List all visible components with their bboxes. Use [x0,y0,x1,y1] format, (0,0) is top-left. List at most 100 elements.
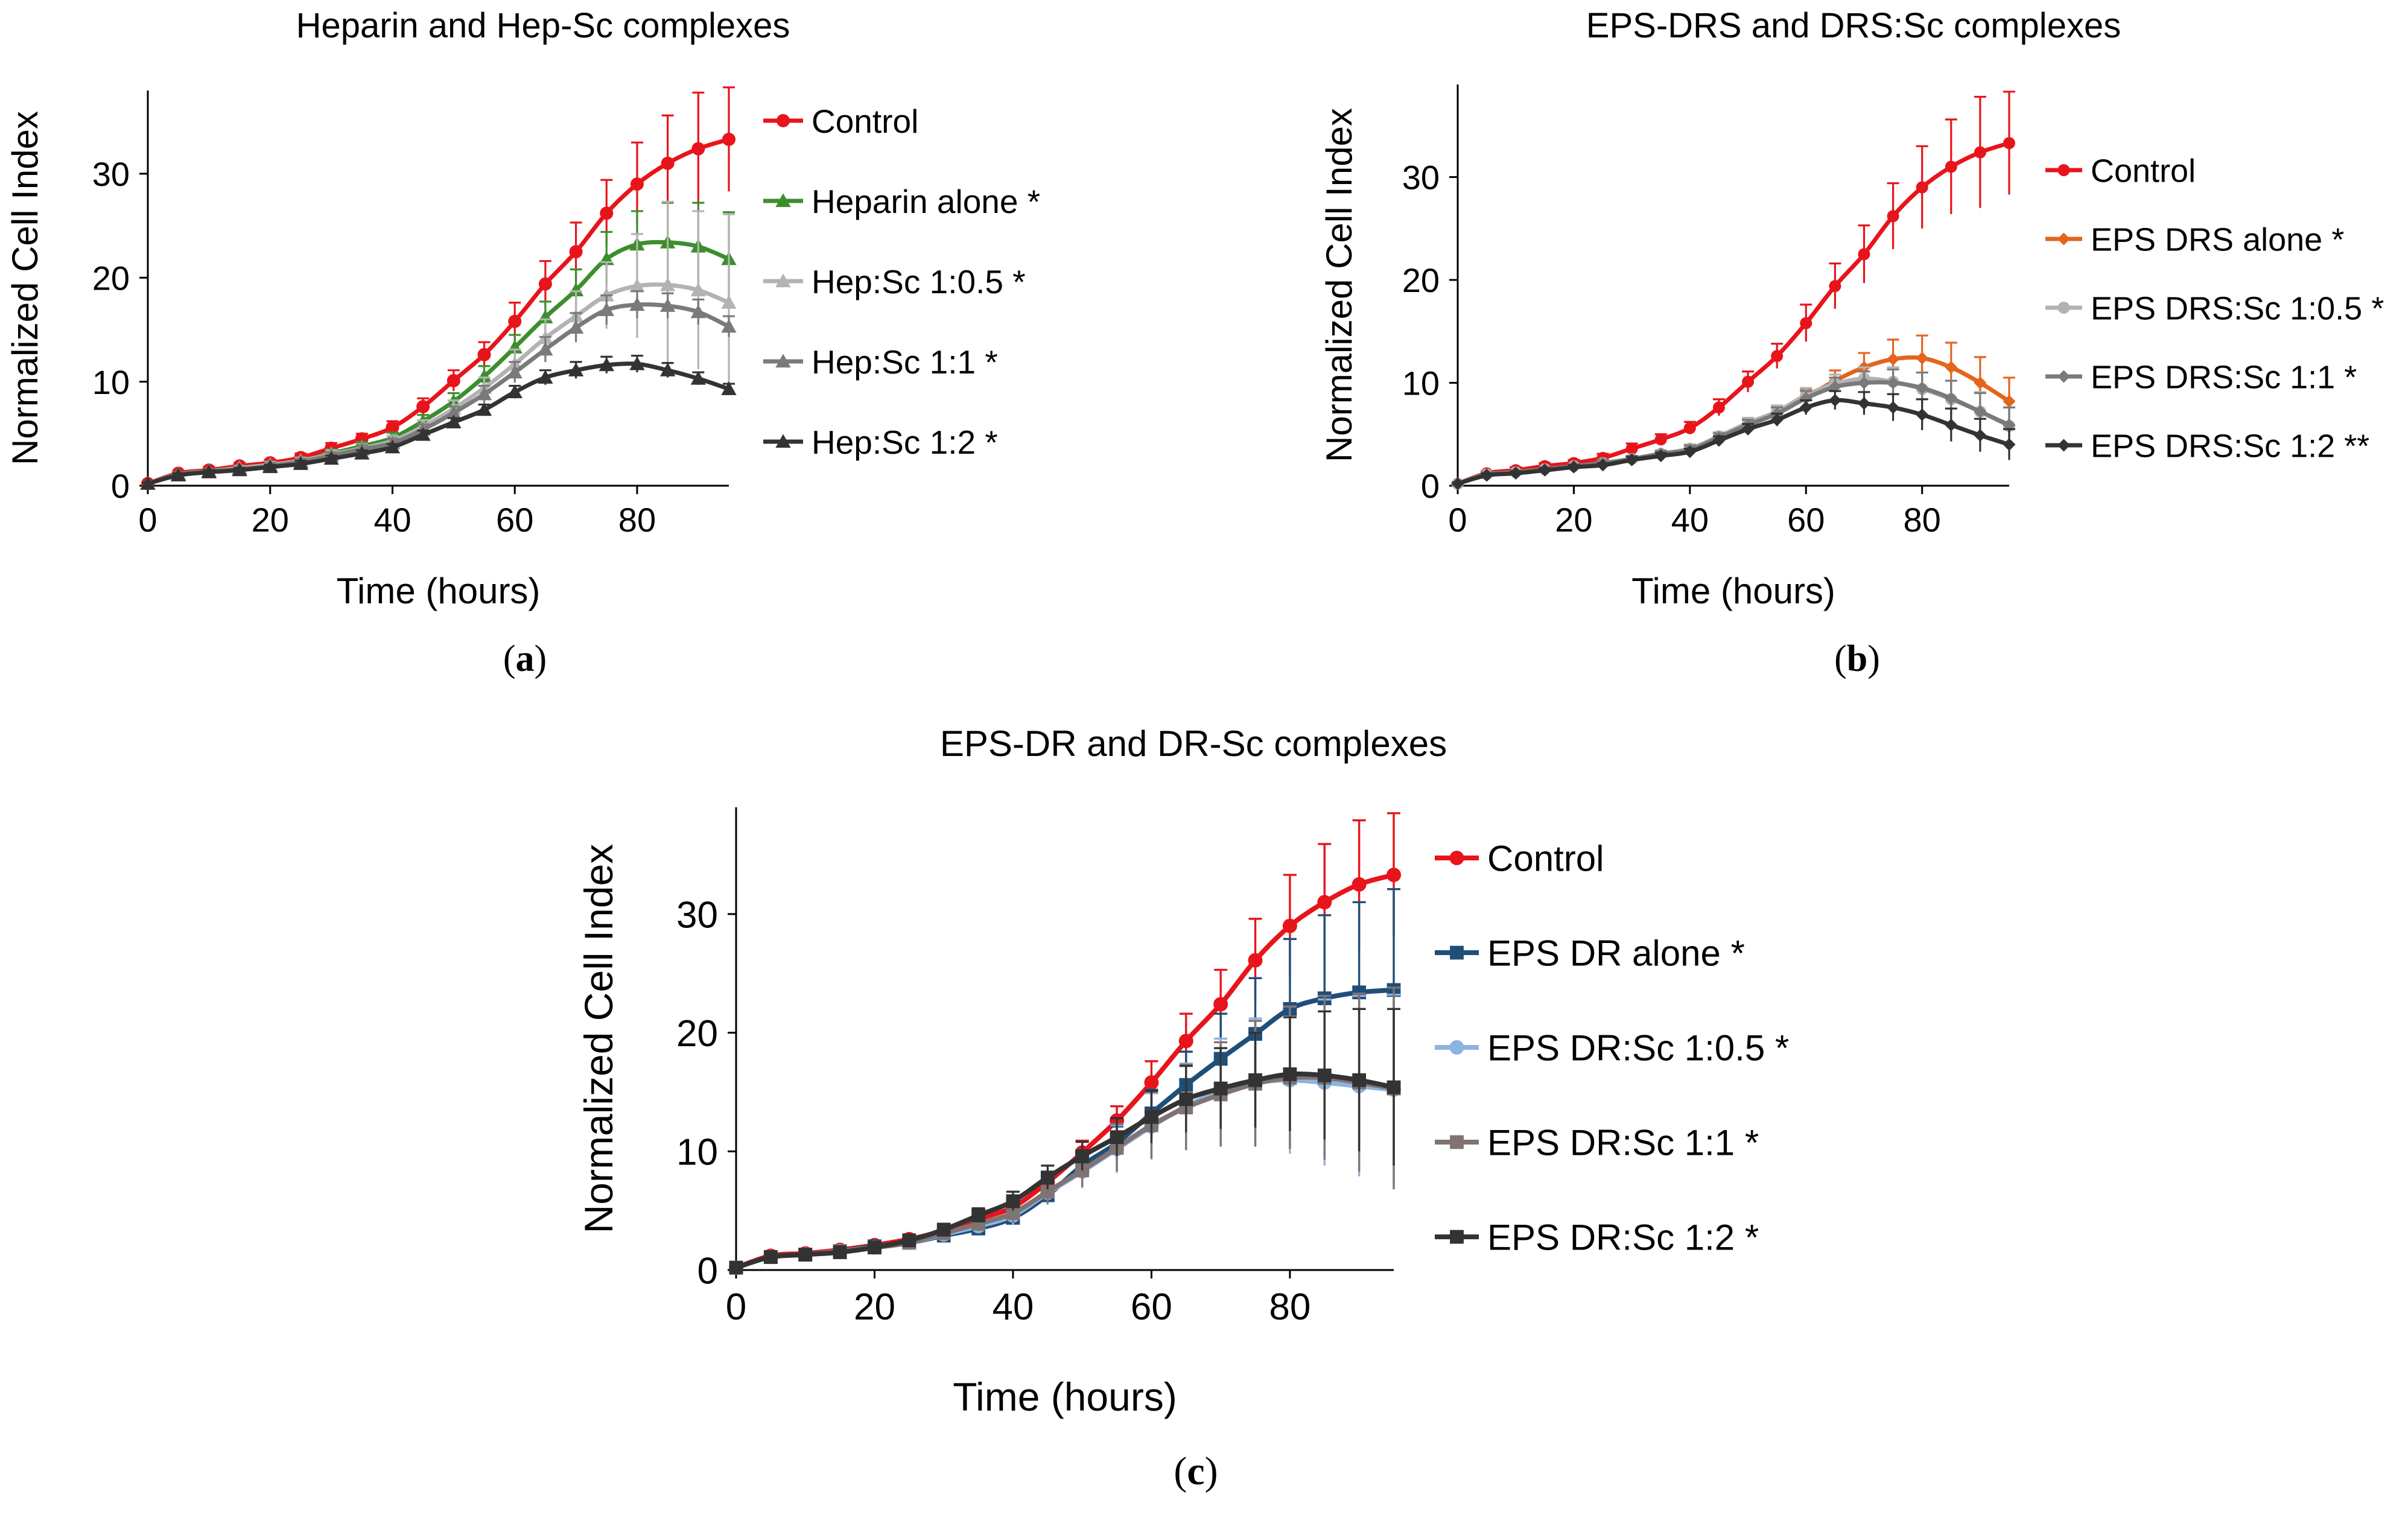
data-point [2003,395,2016,408]
data-point [1887,210,1899,223]
y-tick-label: 0 [697,1250,718,1292]
data-point [1625,453,1639,466]
legend-label: Hep:Sc 1:0.5 * [812,263,1026,300]
x-tick-label: 20 [1555,501,1592,539]
panel-label-letter: c [1187,1449,1204,1493]
data-point [1451,477,1464,491]
data-point [323,451,339,465]
legend-swatch-marker [1450,945,1464,960]
data-point [354,445,370,460]
data-point [1741,422,1755,436]
data-point [1538,463,1551,477]
data-point [833,1245,847,1259]
data-point [1828,393,1841,407]
data-point [1945,418,1958,431]
data-point [1178,1034,1193,1049]
data-point [569,245,583,259]
legend: Control EPS DR alone * EPS DR:Sc 1:0.5 * EP… [1435,839,1789,1258]
legend-item-eps-drs-sc-1-1: EPS DRS:Sc 1:1 * [2045,359,2357,395]
series-hep-sc-1-1 [140,290,737,490]
series-line [734,1078,1396,1271]
data-point [1945,392,1958,405]
legend-item-heparin-alone: Heparin alone * [763,183,1040,220]
data-point [1283,1067,1297,1081]
legend-label: Control [2091,153,2196,189]
data-point [1712,434,1726,447]
data-point [1683,422,1696,434]
data-point [763,1250,778,1264]
data-point [507,384,523,398]
data-point [1858,248,1870,261]
data-point [415,427,431,441]
legend-item-eps-drs-alone: EPS DRS alone * [2045,221,2344,258]
data-point [386,421,399,434]
panel-label-letter: b [1847,638,1867,679]
data-point [2003,438,2016,451]
data-point [1683,445,1697,459]
data-point [1567,460,1580,474]
data-point [1916,408,1929,421]
legend-item-eps-dr-sc-1-1: EPS DR:Sc 1:1 * [1435,1123,1759,1163]
data-point [1974,405,1987,418]
x-tick-label: 40 [992,1286,1034,1328]
x-tick-label: 40 [373,501,411,539]
data-point [1916,181,1928,194]
data-point [722,133,735,147]
panel-label-open: ( [1834,638,1847,679]
data-point [659,277,676,291]
data-point [659,298,676,312]
data-point [599,357,614,372]
legend-label: EPS DR:Sc 1:2 * [1487,1218,1759,1258]
data-point [630,177,644,191]
data-point [1887,352,1900,366]
data-point [1916,352,1929,365]
data-point [1213,1081,1228,1096]
series-line [734,987,1396,1271]
data-point [538,277,552,291]
x-tick-label: 0 [1448,501,1467,539]
legend-item-control: Control [763,103,918,140]
data-point [1857,397,1870,410]
legend-swatch-marker [1450,1135,1464,1149]
data-point [476,369,492,383]
data-point [508,314,522,328]
data-point [1179,1092,1193,1107]
legend-label: Control [812,103,918,140]
legend-item-hep-sc-1-2: Hep:Sc 1:2 * [763,424,998,461]
data-point [446,405,462,419]
data-point [1625,442,1638,455]
data-point [599,302,614,316]
data-point [1387,868,1401,883]
legend: Control Heparin alone * Hep:Sc 1:0.5 * Hep:… [763,103,1040,461]
data-point [1799,401,1812,414]
data-point [476,402,492,416]
y-tick-label: 20 [1402,261,1440,299]
data-point [538,341,553,356]
legend-label: EPS DRS alone * [2091,221,2344,258]
data-point [477,348,491,361]
y-tick-label: 10 [92,363,130,401]
series-line [1455,141,2012,486]
data-point [1654,433,1667,446]
legend-item-eps-dr-sc-1-2: EPS DR:Sc 1:2 * [1435,1218,1759,1258]
data-point [140,475,156,490]
data-point [1006,1194,1020,1208]
data-point [201,464,217,478]
data-point [1887,376,1900,389]
data-point [1509,467,1522,480]
series-eps-dr-sc-1-1 [729,986,1401,1275]
legend-label: EPS DRS:Sc 1:2 ** [2091,428,2369,464]
panel-label: (b) [1834,638,1880,679]
x-tick-label: 80 [618,501,656,539]
data-point [600,206,614,220]
data-point [416,400,430,413]
data-point [1145,1110,1158,1124]
data-point [1712,401,1725,414]
y-tick-label: 10 [676,1132,718,1173]
panel-a: Heparin and Hep-Sc complexes 0 20 40 60 80 0 10… [5,6,1040,679]
data-point [384,439,401,454]
legend-item-hep-sc-1-1: Hep:Sc 1:1 * [763,343,998,381]
x-tick-label: 80 [1904,501,1941,539]
series-line [145,282,731,486]
legend-label: EPS DR:Sc 1:1 * [1487,1123,1759,1163]
